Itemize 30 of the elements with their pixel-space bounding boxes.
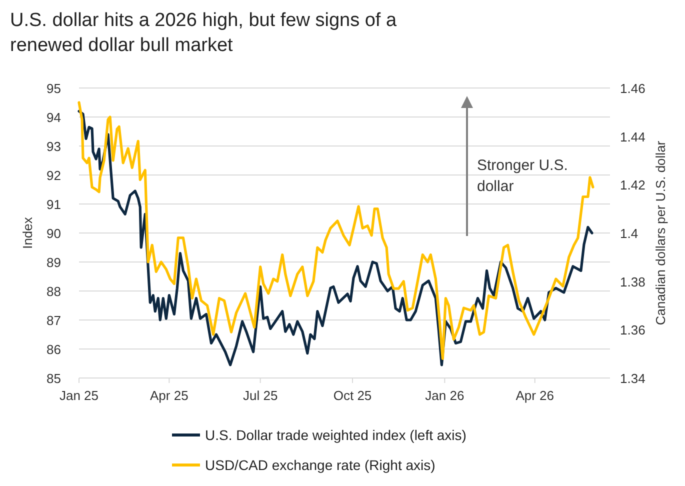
y-tick-label: 90 <box>46 226 61 241</box>
y-tick-label: 86 <box>46 342 61 357</box>
y2-tick-label: 1.4 <box>620 226 638 241</box>
y-axis-title: Index <box>20 216 35 249</box>
x-tick-label: Jan 26 <box>425 388 464 403</box>
y2-tick-label: 1.42 <box>620 178 646 193</box>
x-tick-label: Oct 25 <box>333 388 372 403</box>
legend-label: USD/CAD exchange rate (Right axis) <box>205 457 436 473</box>
x-tick-label: Apr 25 <box>150 388 188 403</box>
y2-axis-title: Canadian dollars per U.S. dollar <box>653 140 668 326</box>
y2-tick-label: 1.46 <box>620 81 646 96</box>
annotation: Stronger U.S. dollar <box>477 157 568 195</box>
x-tick-label: Apr 26 <box>516 388 554 403</box>
legend-label: U.S. Dollar trade weighted index (left axis) <box>205 427 466 443</box>
y-tick-label: 85 <box>46 371 61 386</box>
chart-title: U.S. dollar hits a 2026 high, but few signs of a renewed dollar bull market <box>10 10 397 56</box>
y2-tick-label: 1.38 <box>620 274 646 290</box>
y-tick-label: 89 <box>46 255 61 270</box>
y-tick-label: 93 <box>46 139 61 154</box>
y2-tick-label: 1.34 <box>620 371 646 386</box>
y-tick-label: 88 <box>46 284 61 299</box>
y-tick-label: 95 <box>46 81 61 96</box>
x-tick-label: Jul 25 <box>242 388 278 403</box>
y-tick-label: 94 <box>46 110 61 125</box>
y-tick-label: 87 <box>46 313 61 328</box>
y2-tick-label: 1.36 <box>620 322 646 338</box>
y-tick-label: 92 <box>46 168 61 183</box>
y-tick-label: 91 <box>46 197 61 212</box>
x-tick-label: Jan 25 <box>59 388 99 403</box>
y2-tick-label: 1.44 <box>620 129 646 144</box>
